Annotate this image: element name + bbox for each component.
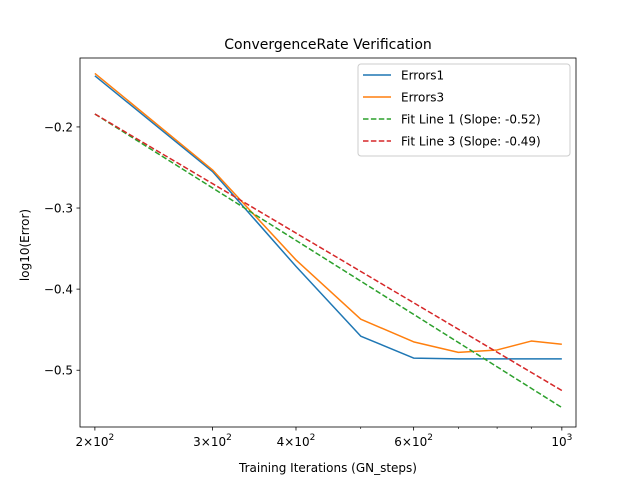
chart-title: ConvergenceRate Verification (224, 37, 432, 53)
x-tick-label-3: 4×102 (277, 433, 316, 449)
y-tick-label-4: −0.5 (44, 364, 73, 378)
legend-label-4: Fit Line 3 (Slope: -0.49) (401, 135, 541, 149)
x-tick-label-2: 3×102 (193, 433, 232, 449)
axes: 2×102 3×102 4×102 6×102 103 −0.2 −0.3 −0.4 −0.5 (44, 57, 577, 449)
axes-frame (79, 57, 577, 428)
x-tick-label-5: 103 (551, 433, 572, 449)
plot-area (94, 72, 563, 409)
y-tick-label-3: −0.4 (44, 283, 73, 297)
y-axis-label: log10(Error) (18, 209, 32, 281)
series-line-3 (94, 113, 563, 409)
legend: Errors1 Errors3 Fit Line 1 (Slope: -0.52) F… (357, 63, 571, 157)
series-line-4 (94, 113, 563, 392)
series-line-1 (94, 75, 562, 360)
x-axis-label: Training Iterations (GN_steps) (238, 461, 417, 475)
legend-label-1: Errors1 (401, 69, 444, 83)
legend-label-3: Fit Line 1 (Slope: -0.52) (401, 113, 541, 127)
x-tick-label-1: 2×102 (76, 433, 115, 449)
y-tick-label-1: −0.2 (44, 120, 73, 134)
x-tick-label-4: 6×102 (394, 433, 433, 449)
y-tick-label-2: −0.3 (44, 202, 73, 216)
legend-box (357, 63, 571, 157)
legend-label-2: Errors3 (401, 91, 444, 105)
